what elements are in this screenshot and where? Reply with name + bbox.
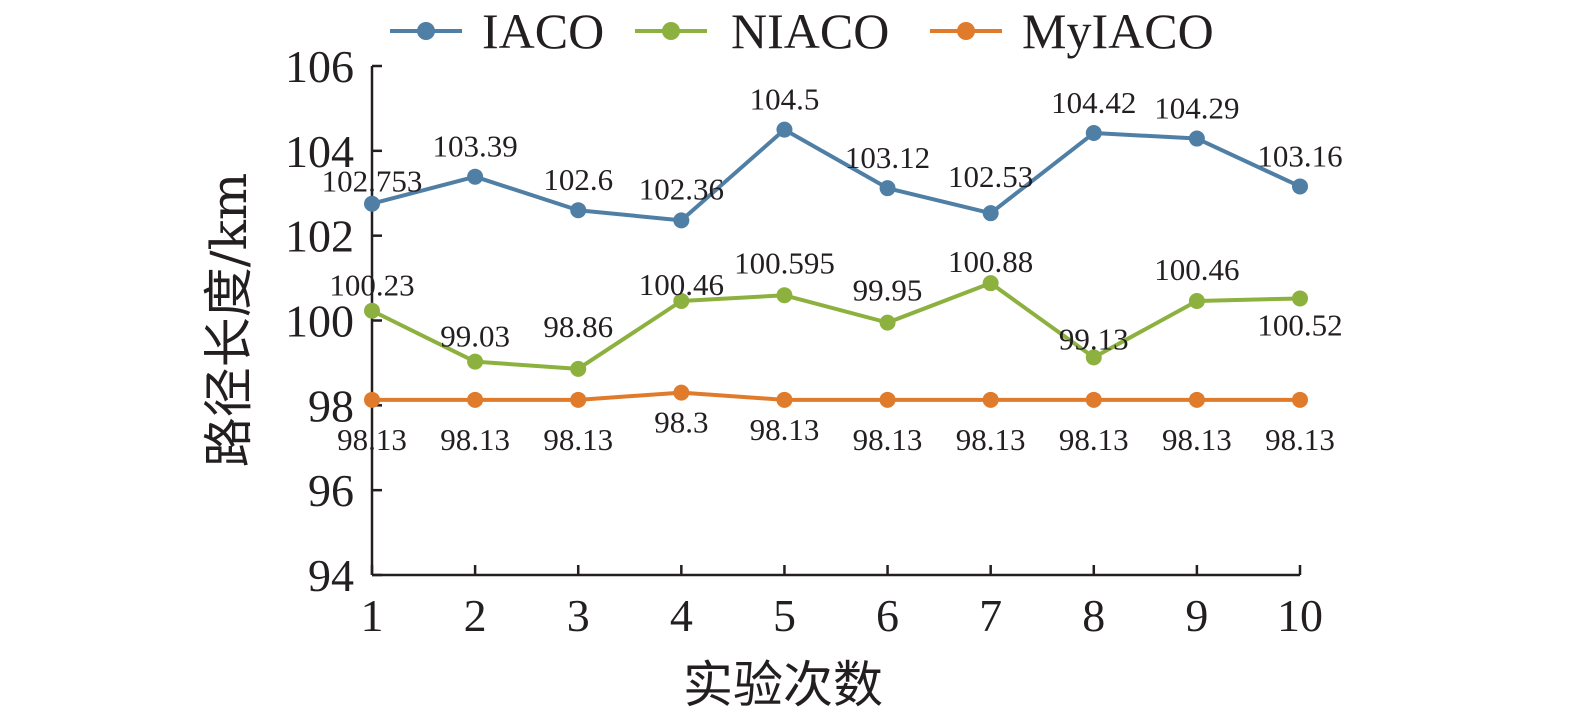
x-tick-label: 2 [464, 590, 487, 641]
y-tick-label: 102 [285, 211, 354, 262]
data-point [1292, 290, 1308, 307]
data-label: 99.95 [853, 273, 923, 308]
data-point [982, 391, 999, 408]
data-labels: 102.753 103.39 102.6 102.36 104.5 103.12 102.5… [322, 82, 1343, 457]
data-point [467, 391, 484, 408]
data-point [673, 384, 690, 401]
data-label: 98.13 [1162, 422, 1232, 457]
data-label: 98.13 [750, 412, 820, 447]
data-label: 98.13 [543, 422, 613, 457]
x-tick-label: 8 [1082, 590, 1105, 641]
data-label: 102.6 [543, 162, 613, 197]
data-point [570, 202, 587, 219]
data-label: 104.29 [1154, 91, 1239, 126]
legend-item-iaco: IACO [390, 3, 604, 59]
legend-marker [957, 22, 975, 40]
data-label: 98.13 [1265, 422, 1335, 457]
data-label: 98.13 [853, 422, 923, 457]
y-tick-label: 98 [308, 380, 354, 431]
legend-item-myiaco: MyIACO [930, 3, 1214, 59]
data-label: 98.13 [337, 422, 407, 457]
legend: IACO NIACO MyIACO [390, 3, 1214, 59]
data-point [1292, 178, 1308, 195]
data-point [982, 205, 999, 222]
data-point [673, 292, 690, 309]
x-tick-label: 9 [1185, 590, 1208, 641]
data-label: 103.39 [432, 129, 517, 164]
data-label: 100.52 [1257, 307, 1342, 342]
series-line [372, 390, 1300, 402]
data-label: 99.03 [440, 319, 510, 354]
data-point [1188, 391, 1205, 408]
data-label: 103.12 [845, 140, 930, 175]
series-niaco [364, 275, 1308, 377]
data-point [1085, 349, 1102, 366]
data-point [1085, 391, 1102, 408]
y-tick-label: 94 [308, 550, 354, 601]
data-label: 98.13 [1059, 422, 1129, 457]
series-line [371, 281, 1301, 371]
axes: 94 96 98 100 102 104 106 1 2 3 4 5 6 7 8 9 10 实验次数 路径长度/km [200, 41, 1323, 714]
legend-label: NIACO [731, 3, 889, 59]
data-label: 100.46 [639, 267, 724, 302]
data-point [1188, 292, 1205, 309]
data-label: 102.753 [322, 164, 423, 199]
data-label: 100.46 [1154, 252, 1239, 287]
y-axis-title: 路径长度/km [200, 173, 258, 468]
data-point [776, 287, 793, 304]
data-point [1085, 125, 1102, 142]
data-point [879, 180, 896, 197]
y-tick-label: 96 [308, 465, 354, 516]
data-label: 98.13 [440, 422, 510, 457]
data-label: 99.13 [1059, 321, 1129, 356]
series-iaco [364, 121, 1308, 229]
y-tick-label: 106 [285, 41, 354, 92]
data-point [364, 302, 380, 319]
legend-marker [417, 22, 435, 40]
data-label: 103.16 [1257, 138, 1342, 173]
x-tick-label: 3 [567, 590, 590, 641]
data-point [467, 353, 484, 370]
y-tick-label: 104 [285, 126, 354, 177]
series-line [371, 127, 1301, 223]
data-point [982, 275, 999, 292]
data-label: 100.88 [948, 244, 1033, 279]
data-point [776, 121, 793, 138]
data-point [364, 195, 380, 212]
x-tick-label: 6 [876, 590, 899, 641]
data-label: 104.42 [1051, 85, 1136, 120]
series-layer [364, 121, 1308, 408]
data-point [570, 391, 587, 408]
legend-marker [662, 22, 680, 40]
legend-label: IACO [482, 3, 604, 59]
x-tick-label: 10 [1277, 590, 1323, 641]
x-tick-label: 4 [670, 590, 693, 641]
data-label: 100.23 [329, 268, 414, 303]
data-point [879, 391, 896, 408]
y-tick-label: 100 [285, 296, 354, 347]
data-label: 98.3 [654, 405, 708, 440]
data-point [879, 314, 896, 331]
x-axis-title: 实验次数 [683, 656, 883, 714]
data-point [1292, 391, 1308, 408]
x-tick-label: 5 [773, 590, 796, 641]
x-tick-label: 7 [979, 590, 1002, 641]
legend-item-niaco: NIACO [635, 3, 889, 59]
data-point [1188, 130, 1205, 147]
legend-label: MyIACO [1022, 3, 1214, 59]
data-point [776, 391, 793, 408]
data-label: 100.595 [734, 245, 835, 280]
data-point [570, 360, 587, 377]
data-point [467, 168, 484, 185]
data-point [364, 391, 380, 408]
data-label: 98.13 [956, 422, 1026, 457]
data-label: 98.86 [543, 309, 613, 344]
data-point [673, 212, 690, 229]
data-label: 102.36 [639, 171, 724, 206]
data-label: 104.5 [750, 82, 820, 117]
x-tick-label: 1 [361, 590, 384, 641]
series-myiaco [364, 384, 1308, 408]
data-label: 102.53 [948, 159, 1033, 194]
